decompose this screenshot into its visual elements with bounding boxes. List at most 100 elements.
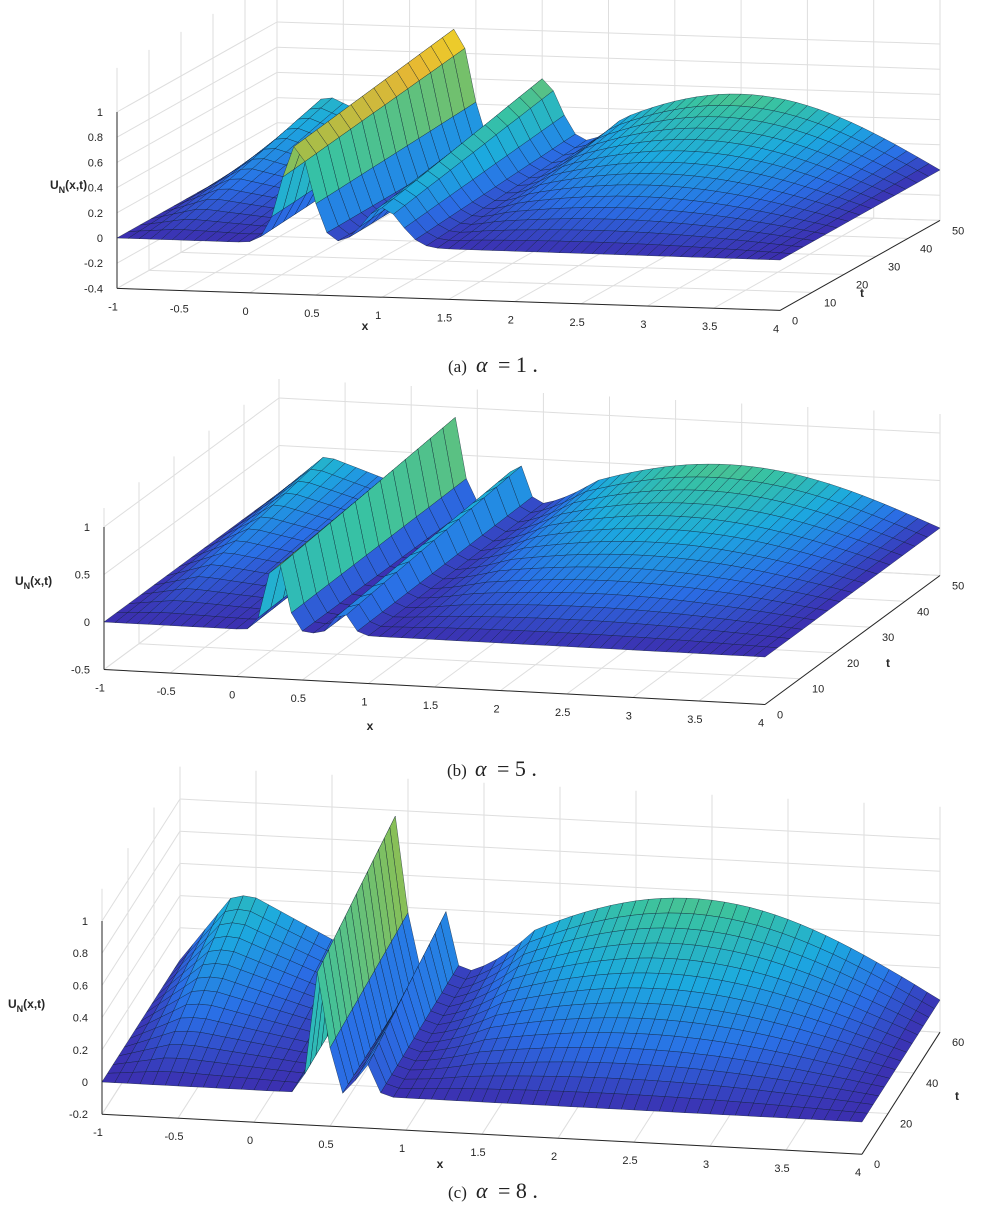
x-tick-label: 3.5 (702, 321, 717, 333)
grid-z-back (179, 895, 941, 937)
grid-z-side (101, 830, 181, 954)
grid-z-side (103, 445, 280, 575)
grid-z-side (101, 927, 181, 1051)
z-tick-label: -0.2 (69, 1109, 88, 1121)
x-axis-label: x (367, 719, 374, 733)
x-axis-label: x (362, 319, 369, 333)
grid-z-back (276, 71, 941, 95)
t-axis-line (764, 575, 941, 705)
z-tick-label: -0.5 (71, 665, 90, 677)
x-tick-label: 1.5 (423, 700, 438, 712)
z-tick-label: 0.4 (88, 183, 103, 195)
x-tick-label: 2.5 (555, 707, 570, 719)
grid-z-back (179, 862, 941, 904)
grid-x-floor (713, 217, 874, 309)
t-tick-label: 0 (792, 315, 798, 327)
z-tick-label: 1 (84, 522, 90, 534)
z-tick-label: 0.6 (88, 157, 103, 169)
z-tick-label: 0 (82, 1077, 88, 1089)
surface-plot-a: -1 -0.5 0 0.5 1 1.5 2 2.5 3 3.5 401020304050-0.4-0… (50, 0, 964, 377)
z-tick-label: 0.2 (73, 1045, 88, 1057)
x-tick-label: 0.5 (291, 693, 306, 705)
x-tick-label: 0.5 (304, 308, 319, 320)
x-tick-label: -0.5 (170, 304, 189, 316)
x-tick-label: -0.5 (157, 686, 176, 698)
t-tick-label: 50 (952, 581, 964, 593)
grid-z-back (179, 798, 941, 840)
z-tick-label: 0.8 (73, 948, 88, 960)
x-tick-label: 4 (855, 1167, 861, 1179)
z-tick-label: 0 (97, 233, 103, 245)
caption-value: = 5 . (497, 756, 537, 781)
t-tick-label: 30 (888, 261, 900, 273)
z-tick-label: -0.4 (84, 283, 103, 295)
x-tick-label: 2 (494, 704, 500, 716)
axes (103, 527, 941, 705)
grid-z-side (103, 397, 280, 528)
t-tick-label: 10 (824, 297, 836, 309)
x-tick-label: 1 (361, 697, 367, 709)
x-tick-label: 3 (703, 1159, 709, 1171)
x-tick-label: 0 (247, 1135, 253, 1147)
grid-z-back (179, 830, 941, 872)
x-tick-label: 2 (508, 315, 514, 327)
t-tick-label: 0 (874, 1159, 880, 1171)
x-tick-label: -1 (108, 301, 118, 313)
t-tick-label: 10 (812, 684, 824, 696)
x-tick-label: 2.5 (569, 317, 584, 329)
x-tick-label: 2 (551, 1151, 557, 1163)
t-axis-label: t (860, 286, 864, 300)
x-tick-label: 4 (758, 718, 764, 730)
z-tick-label: 0.8 (88, 132, 103, 144)
panel-caption: (b) α = 5 . (447, 756, 537, 781)
caption-value: = 8 . (498, 1178, 538, 1203)
surface-mesh (101, 815, 941, 1123)
surface-mesh (116, 28, 941, 261)
t-axis-label: t (955, 1089, 959, 1103)
tick-labels: -1 -0.5 0 0.5 1 1.5 2 2.5 3 3.5 401020304050-0.4-0… (84, 107, 964, 335)
t-axis-line (861, 1031, 941, 1155)
axes (116, 112, 941, 311)
x-tick-label: 0.5 (318, 1139, 333, 1151)
x-axis-line (103, 669, 766, 705)
grid-z-side (101, 895, 181, 1018)
t-axis-label: t (886, 656, 890, 670)
x-tick-label: -1 (95, 683, 105, 695)
grid-z-back (276, 21, 941, 45)
grid-x-floor (183, 200, 344, 292)
surface-plot-b: -1 -0.5 0 0.5 1 1.5 2 2.5 3 3.5 401020304050-0.500… (15, 379, 964, 781)
x-tick-label: 3.5 (687, 714, 702, 726)
grid-z-side (116, 97, 278, 189)
x-tick-label: 3 (640, 319, 646, 331)
tick-labels: -1 -0.5 0 0.5 1 1.5 2 2.5 3 3.5 401020304050-0.500… (71, 522, 964, 730)
t-tick-label: 50 (952, 225, 964, 237)
caption-label: (c) (448, 1183, 467, 1202)
z-tick-label: 0.5 (75, 570, 90, 582)
t-tick-label: 40 (917, 606, 929, 618)
z-tick-label: -0.2 (84, 258, 103, 270)
caption-value: = 1 . (498, 352, 538, 377)
z-tick-label: 1 (97, 107, 103, 119)
panel-caption: (a) α = 1 . (448, 352, 538, 377)
grid-z-side (116, 46, 278, 138)
t-axis-line (779, 219, 941, 311)
x-axis-line (101, 1113, 863, 1155)
x-tick-label: -1 (93, 1127, 103, 1139)
t-tick-label: 40 (926, 1078, 938, 1090)
t-tick-label: 20 (856, 279, 868, 291)
z-tick-label: 1 (82, 916, 88, 928)
x-tick-label: 1 (375, 310, 381, 322)
surface-patch (848, 1111, 868, 1123)
panel-caption: (c) α = 8 . (448, 1178, 538, 1203)
grid-z-side (101, 863, 181, 986)
tick-labels: -1 -0.5 0 0.5 1 1.5 2 2.5 3 3.5 40204060-0.200.20.… (69, 916, 964, 1179)
grid-z-back (278, 445, 941, 481)
t-tick-label: 30 (882, 632, 894, 644)
z-tick-label: 0.4 (73, 1013, 88, 1025)
grid-z-side (116, 122, 278, 214)
x-tick-label: 1.5 (437, 312, 452, 324)
caption-label: (b) (447, 761, 467, 780)
t-tick-label: 0 (777, 710, 783, 722)
z-axis-label: UN(x,t) (50, 178, 87, 195)
